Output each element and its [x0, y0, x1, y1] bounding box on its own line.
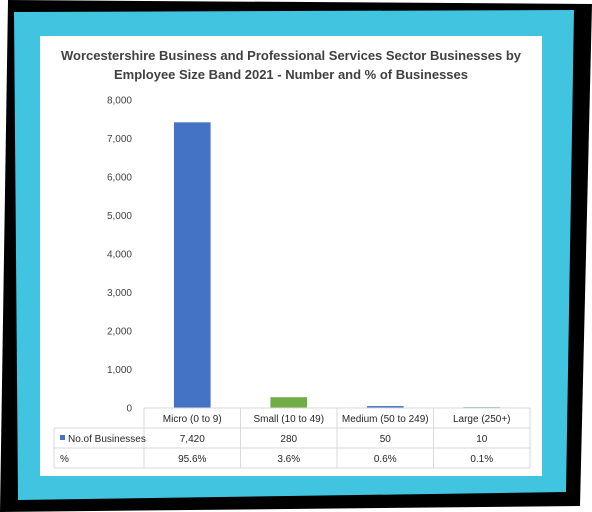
bar [173, 122, 211, 408]
category-label: Micro (0 to 9) [163, 414, 222, 425]
y-tick-label: 4,000 [107, 250, 132, 261]
chart-title-line-1: Worcestershire Business and Professional… [60, 48, 522, 63]
table-cell-value: 50 [380, 434, 392, 445]
chart-card: Worcestershire Business and Professional… [40, 36, 542, 476]
y-tick-label: 5,000 [107, 211, 132, 222]
table-cell-value: 280 [280, 434, 297, 445]
table-cell-value: 95.6% [178, 454, 206, 465]
chart-title-line-2: Employee Size Band 2021 - Number and % o… [113, 67, 468, 82]
table-cell-value: 0.6% [374, 454, 397, 465]
y-tick-label: 6,000 [107, 173, 132, 184]
table-cell-value: 10 [476, 434, 488, 445]
y-tick-label: 7,000 [107, 134, 132, 145]
table-cell-value: 0.1% [470, 454, 493, 465]
y-tick-label: 8,000 [107, 96, 132, 107]
row-label: No.of Businesses [68, 434, 146, 445]
y-tick-label: 0 [126, 404, 132, 415]
table-cell-value: 7,420 [180, 434, 205, 445]
category-label: Small (10 to 49) [253, 414, 324, 425]
y-tick-label: 2,000 [107, 327, 132, 338]
table-cell-value: 3.6% [277, 454, 300, 465]
category-label: Medium (50 to 249) [342, 414, 429, 425]
bar [270, 397, 308, 408]
bar [366, 406, 404, 408]
bar-chart-plot: 0 1,000 2,000 3,000 4,000 5,000 6,000 7,000 8,00… [53, 96, 531, 469]
row-label: % [60, 454, 69, 465]
category-label: Large (250+) [453, 414, 511, 425]
y-tick-label: 3,000 [107, 288, 132, 299]
chart-title: Worcestershire Business and Professional… [40, 46, 542, 84]
legend-marker [60, 435, 65, 440]
y-tick-label: 1,000 [107, 365, 132, 376]
